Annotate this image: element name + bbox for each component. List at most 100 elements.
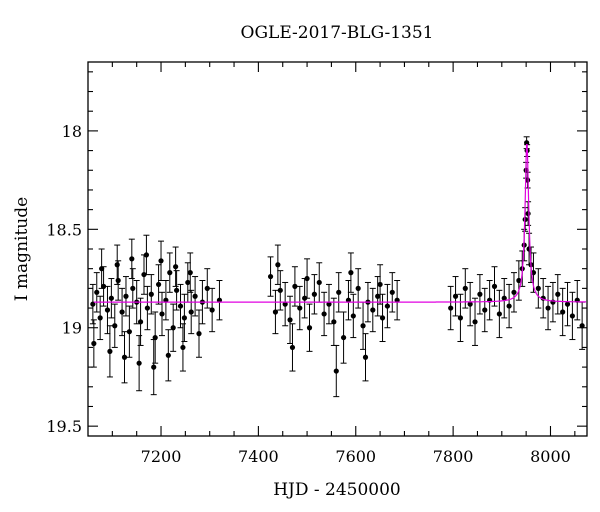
y-axis-label: I magnitude [12,197,32,301]
data-point [516,277,522,284]
data-point [491,283,498,289]
data-point [345,297,352,303]
x-tick-label: 7600 [335,447,376,466]
data-point [163,297,169,303]
data-point [196,331,202,337]
x-tick-label: 7400 [238,447,279,466]
data-point [181,315,187,321]
data-point [155,281,162,288]
data-point [316,279,322,286]
data-point [321,311,327,317]
data-point [107,348,113,354]
data-point [452,293,459,299]
data-points [90,140,585,374]
data-point [569,313,575,319]
data-point [355,285,361,291]
data-point [370,307,376,313]
plot-frame [87,61,588,437]
data-point [119,309,125,315]
data-point [192,293,198,299]
microlensing-model-curve [93,144,586,303]
data-point [97,315,103,321]
data-point [174,287,180,293]
data-point [462,285,468,291]
y-tick-label: 19 [62,319,82,338]
data-point [297,305,303,311]
data-point [148,291,154,297]
data-point [151,364,157,370]
data-point [188,309,194,315]
data-point [545,305,551,311]
data-point [555,291,561,297]
data-point [108,295,114,301]
data-point [209,307,215,313]
data-point [501,295,507,301]
data-point [360,323,366,329]
data-point [180,344,186,351]
data-point [158,258,164,264]
data-point [272,309,279,315]
data-point [511,289,517,295]
data-point [375,293,381,299]
data-point [121,354,128,360]
error-bars [89,136,586,398]
data-point [165,352,171,358]
data-point [275,262,281,268]
x-tick-label: 7800 [433,447,474,466]
x-tick-label: 8000 [530,447,571,466]
data-point [384,303,390,309]
chart-title: OGLE-2017-BLG-1351 [241,23,434,43]
data-point [467,301,473,307]
data-point [104,307,111,313]
data-point [267,273,274,280]
data-point [506,303,512,309]
data-point [340,334,347,341]
data-point [159,311,165,317]
data-point [152,334,158,341]
data-point [287,317,293,323]
data-point [141,271,147,278]
data-point [277,287,283,293]
y-tick-label: 18 [62,122,82,141]
data-point [130,285,136,291]
data-point [167,270,173,276]
data-point [579,323,585,329]
data-point [560,309,566,315]
data-point [170,325,176,331]
data-point [326,301,332,307]
y-tick-label: 18.5 [46,220,82,239]
data-point [350,313,356,319]
data-point [94,289,100,295]
data-point [126,329,132,335]
data-point [289,344,296,351]
data-point [336,289,342,295]
data-point [331,319,337,325]
axis-ticks: 7200 7400 7600 7800 8000 18 18.5 19 19.5 [46,62,587,466]
data-point [457,315,464,321]
data-point [173,264,179,270]
data-point [389,289,395,295]
data-point [333,368,339,374]
data-point [100,283,107,289]
data-point [379,315,386,321]
data-point [448,305,454,311]
data-point [282,301,288,307]
data-point [177,303,184,309]
x-axis-label: HJD - 2450000 [273,480,401,500]
data-point [115,277,121,284]
data-point [377,281,383,288]
data-point [535,285,541,291]
data-point [91,340,97,347]
data-point [187,270,193,276]
data-point [304,275,310,282]
data-point [216,297,223,303]
x-tick-label: 7200 [141,447,182,466]
data-point [292,283,298,289]
data-point [472,319,478,325]
data-point [204,285,210,291]
data-point [524,140,530,146]
data-point [306,325,313,331]
data-point [394,297,400,303]
data-point [90,301,96,307]
